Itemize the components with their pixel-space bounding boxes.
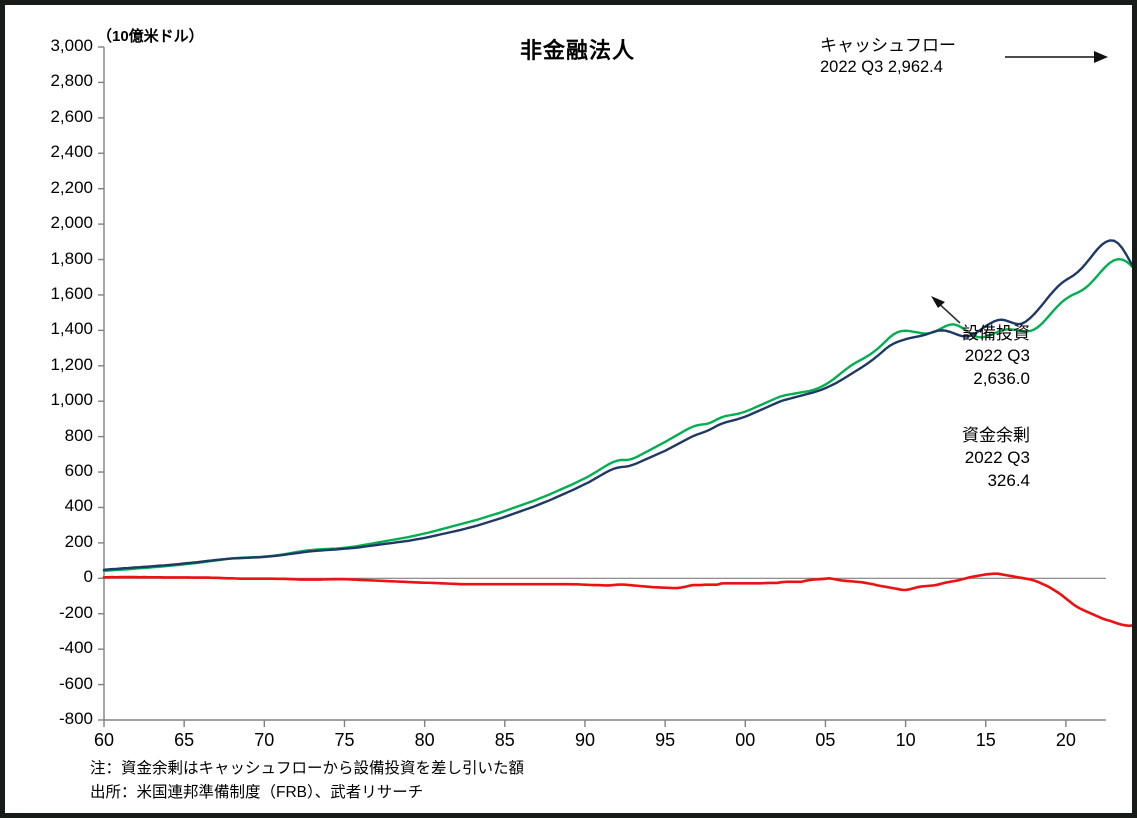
annotation-cashflow-name: キャッシュフロー	[820, 36, 956, 55]
y-tick-label: 1,200	[50, 354, 93, 374]
annotation-capex-value: 2,636.0	[973, 368, 1030, 388]
x-tick-label: 05	[815, 730, 836, 750]
page-title: 非金融法人	[520, 38, 636, 63]
footnote-source: 出所：米国連邦準備制度（FRB）、武者リサーチ	[90, 784, 424, 802]
y-tick-label: 2,400	[50, 142, 93, 162]
annotation-surplus-name: 資金余剰	[962, 426, 1030, 445]
x-tick-label: 75	[334, 730, 355, 750]
x-tick-label: 70	[254, 730, 275, 750]
y-tick-label: -400	[58, 638, 93, 658]
y-tick-label: 800	[64, 425, 93, 445]
x-tick-label: 65	[174, 730, 195, 750]
annotation-capex: 設備投資 2022 Q3 2,636.0	[920, 323, 1030, 390]
x-tick-label: 00	[735, 730, 756, 750]
y-tick-label: 600	[64, 461, 93, 481]
y-axis-unit-label: （10億米ドル）	[97, 28, 204, 45]
y-tick-label: -600	[58, 673, 93, 693]
x-tick-label: 10	[895, 730, 916, 750]
annotation-cashflow-value: 2022 Q3 2,962.4	[820, 58, 943, 77]
y-tick-label: 3,000	[50, 36, 93, 55]
footnote-note: 注：資金余剰はキャッシュフローから設備投資を差し引いた額	[90, 760, 525, 777]
annotation-surplus-value: 326.4	[987, 470, 1030, 490]
annotation-cashflow: キャッシュフロー 2022 Q3 2,962.4	[820, 35, 956, 79]
annotation-capex-period: 2022 Q3	[964, 346, 1030, 366]
y-tick-label: 1,600	[50, 283, 93, 303]
x-tick-label: 20	[1055, 730, 1076, 750]
y-tick-label: 400	[64, 496, 93, 516]
y-tick-label: 1,800	[50, 248, 93, 268]
x-tick-label: 95	[655, 730, 676, 750]
series-line-0	[102, 239, 1132, 572]
annotation-surplus: 資金余剰 2022 Q3 326.4	[900, 425, 1030, 492]
annotation-surplus-period: 2022 Q3	[964, 448, 1030, 468]
y-tick-label: 2,800	[50, 71, 93, 91]
footnotes: 注：資金余剰はキャッシュフローから設備投資を差し引いた額 出所：米国連邦準備制度…	[90, 757, 524, 805]
annotation-capex-name: 設備投資	[962, 324, 1030, 343]
y-tick-label: 0	[83, 567, 93, 587]
y-tick-label: 2,000	[50, 213, 93, 233]
y-tick-label: 2,200	[50, 177, 93, 197]
annotation-leaders	[931, 51, 1108, 324]
y-tick-label: 200	[64, 531, 93, 551]
x-tick-label: 15	[975, 730, 996, 750]
series-line-2	[102, 572, 1132, 628]
y-tick-label: -800	[58, 709, 93, 728]
x-tick-label: 85	[494, 730, 515, 750]
y-tick-label: -200	[58, 602, 93, 622]
y-tick-label: 1,400	[50, 319, 93, 339]
chart-canvas: （10億米ドル） 非金融法人 キャッシュフロー 2022 Q3 2,962.4 …	[5, 5, 1132, 813]
x-tick-label: 60	[93, 730, 115, 750]
x-tick-label: 90	[574, 730, 595, 750]
y-tick-label: 2,600	[50, 106, 93, 126]
x-tick-label: 80	[414, 730, 435, 750]
y-tick-label: 1,000	[50, 390, 93, 410]
chart-plot-svg	[98, 46, 1132, 727]
